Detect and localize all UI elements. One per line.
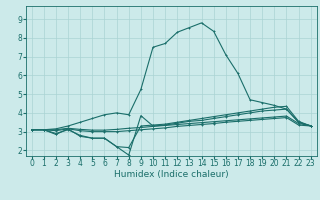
X-axis label: Humidex (Indice chaleur): Humidex (Indice chaleur) — [114, 170, 228, 179]
